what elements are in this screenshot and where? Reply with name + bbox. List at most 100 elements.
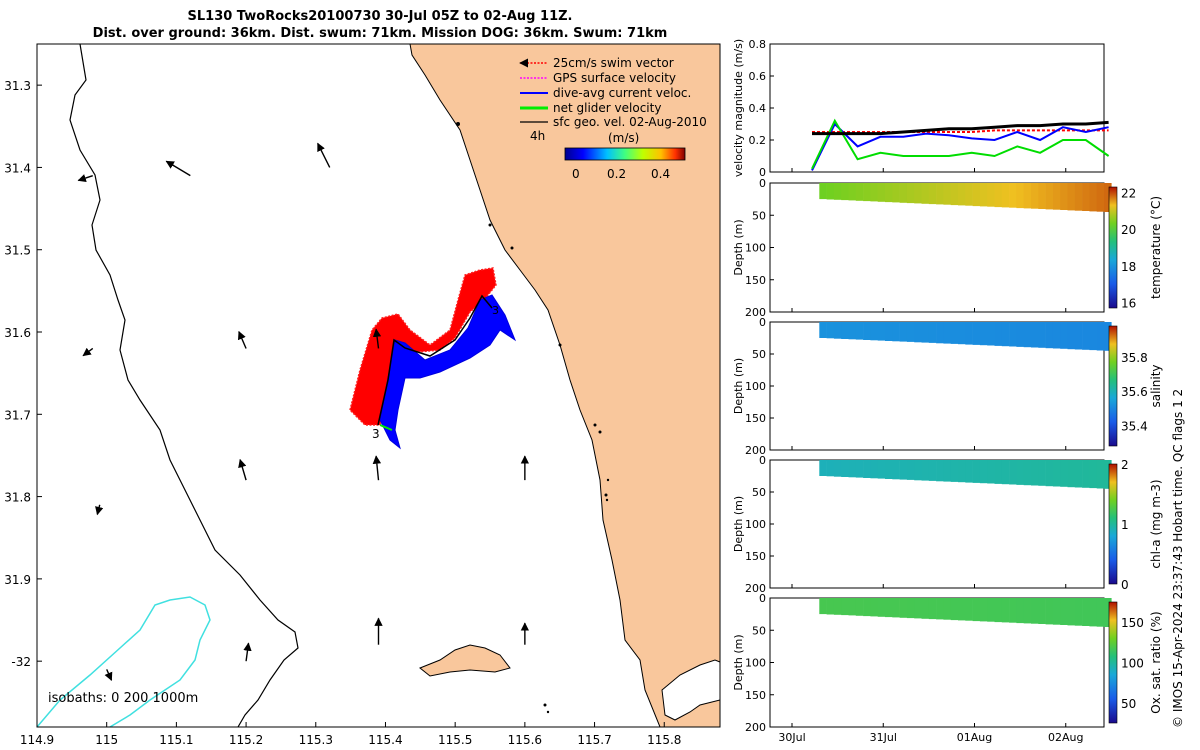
section-data-cell — [1045, 598, 1054, 625]
section-colorbar — [1108, 325, 1118, 447]
lon-tick-label: 115 — [95, 733, 118, 747]
lon-tick-label: 115.3 — [299, 733, 333, 747]
section-data-cell — [826, 460, 835, 477]
velocity-series-sfc-geo — [812, 120, 1109, 136]
colorbar-tick-1: 0.2 — [607, 167, 626, 181]
section-data-cell — [987, 322, 995, 346]
section-data-cell — [1016, 460, 1024, 485]
colorbar-tick-label: 50 — [1121, 697, 1136, 711]
section-data-cell — [841, 598, 849, 616]
section-data-cell — [819, 598, 827, 615]
velocity-series-net-glider — [811, 118, 1110, 170]
colorbar-tick-label: 2 — [1121, 458, 1129, 472]
section-data-cell — [972, 183, 981, 207]
velocity-ytick-label: 0.6 — [749, 70, 767, 83]
section-data-cell — [885, 598, 893, 618]
section-ylabel: Depth (m) — [732, 634, 745, 690]
colorbar-label: salinity — [1149, 364, 1163, 407]
net-glider-velocity — [379, 424, 393, 431]
track-label-start: 3 — [372, 427, 380, 441]
section-ytick-label: 200 — [745, 582, 766, 595]
section-data-cell — [943, 322, 951, 344]
section-data-cell — [863, 598, 871, 617]
section-data-cell — [972, 460, 981, 483]
section-ytick-label: 150 — [745, 412, 766, 425]
velocity-ylabel: velocity magnitude (m/s) — [732, 39, 745, 177]
section-data-cell — [819, 322, 827, 338]
section-data-cell — [1089, 598, 1097, 627]
geo-arrow — [95, 504, 104, 516]
section-data-cell — [958, 598, 966, 621]
section-ytick-label: 200 — [745, 721, 766, 734]
section-ytick-label: 150 — [745, 689, 766, 702]
section-data-cell — [1023, 322, 1032, 348]
island — [419, 644, 511, 677]
section-data-cell — [877, 460, 886, 479]
section-ytick-label: 50 — [752, 624, 766, 637]
colorbar-tick-label: 0 — [1121, 578, 1129, 592]
colorbar-tick-label: 100 — [1121, 657, 1144, 671]
section-data-cell — [928, 183, 937, 205]
section-data-cell — [1001, 460, 1010, 485]
section-data-cell — [833, 460, 842, 477]
section-data-cell — [1031, 460, 1039, 486]
section-data-cell — [1009, 598, 1017, 623]
section-ytick-label: 0 — [759, 177, 766, 190]
lat-tick-label: 31.8 — [4, 491, 31, 505]
section-data-cell — [1038, 322, 1046, 348]
section-ytick-label: 50 — [752, 209, 766, 222]
section-data-cell — [863, 460, 871, 478]
velocity-ytick-label: 0.8 — [749, 38, 767, 51]
section-panel-3: 0 50 100 150 200 Depth (m) 0 1 2 chl-a (mg m-3) — [732, 454, 1163, 595]
section-data-cell — [870, 598, 878, 617]
lon-tick-label: 115.1 — [159, 733, 193, 747]
map-legend: 25cm/s swim vector GPS surface velocity … — [519, 56, 707, 181]
lat-tick-label: 31.7 — [4, 408, 31, 422]
section-data-cell — [1060, 598, 1068, 625]
section-data-cell — [972, 322, 981, 345]
colorbar-tick-label: 20 — [1121, 223, 1136, 237]
section-data-cell — [1089, 322, 1097, 351]
section-data-cell — [936, 460, 944, 482]
section-data-cell — [1082, 322, 1090, 350]
section-data-cell — [1052, 183, 1061, 210]
section-ytick-label: 0 — [759, 454, 766, 467]
colorbar-tick-label: 150 — [1121, 616, 1144, 630]
section-colorbar — [1108, 463, 1118, 585]
section-data-cell — [1074, 598, 1083, 626]
section-data-cell — [892, 183, 900, 203]
section-data-cell — [950, 183, 959, 206]
section-data-cell — [1074, 183, 1083, 211]
section-colorbar — [1108, 186, 1118, 309]
colorbar-tick-label: 35.4 — [1121, 419, 1148, 433]
section-panel-4: 0 50 100 150 200 Depth (m) 50 100 150 Ox. sat. ra… — [732, 592, 1163, 734]
geostrophic-arrows — [77, 142, 530, 681]
legend-dive-avg-current: dive-avg current veloc. — [553, 86, 691, 100]
section-data-cell — [1067, 460, 1076, 488]
section-data-cell — [1052, 322, 1061, 349]
section-data-cell — [987, 598, 995, 622]
legend-swim-vector: 25cm/s swim vector — [553, 56, 674, 70]
section-data-cell — [1082, 598, 1090, 626]
colorbar-tick-label: 35.8 — [1121, 351, 1148, 365]
section-data-cell — [906, 598, 915, 619]
section-data-cell — [914, 598, 922, 619]
geo-arrow — [372, 328, 382, 349]
section-data-cell — [855, 598, 864, 616]
lat-tick-label: -32 — [11, 655, 31, 669]
section-data-cell — [1104, 322, 1112, 351]
section-data-cell — [848, 183, 857, 201]
section-data-cell — [1082, 460, 1090, 488]
time-tick-label: 02Aug — [1048, 731, 1083, 744]
section-data-cell — [1045, 460, 1054, 487]
section-data-cell — [833, 183, 842, 200]
section-data-cell — [885, 460, 893, 479]
section-data-cell — [1074, 322, 1083, 350]
section-data-cell — [1104, 598, 1112, 627]
section-data-cell — [921, 460, 930, 481]
section-data-cell — [1016, 183, 1024, 209]
section-data-cell — [1001, 322, 1010, 347]
section-panel-2: 0 50 100 150 200 Depth (m) 35.4 35.6 35.8salinit… — [732, 316, 1163, 457]
section-data-cell — [1009, 322, 1017, 347]
colorbar-tick-0: 0 — [572, 167, 580, 181]
